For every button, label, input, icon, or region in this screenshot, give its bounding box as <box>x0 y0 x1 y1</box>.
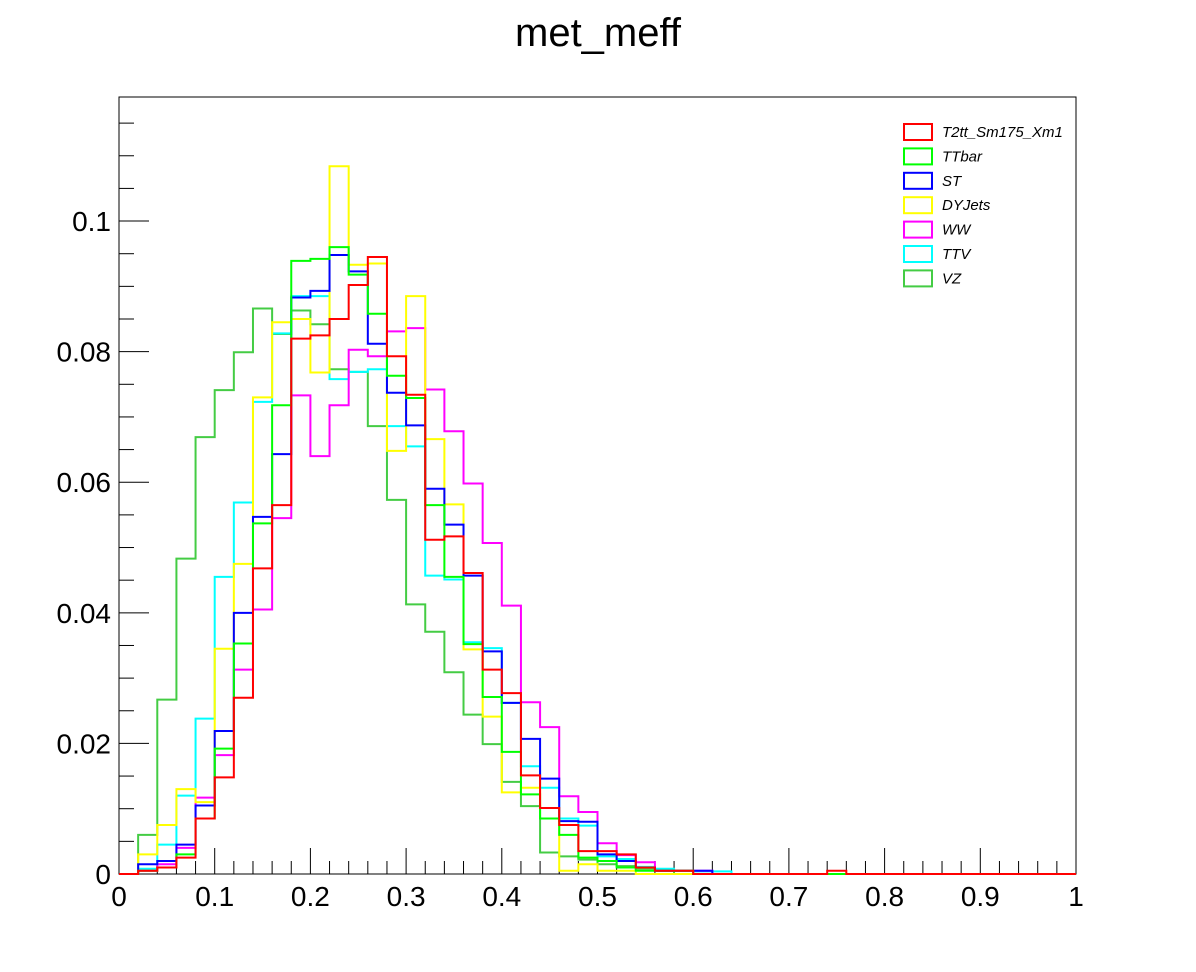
series-line <box>119 295 1076 875</box>
axes: 0 0.1 0.2 0.3 0.4 0.5 0.6 0.7 0.8 0.9 1 0 0.02 0.04 0.… <box>57 122 1084 912</box>
y-tick-label: 0.02 <box>57 728 112 759</box>
legend-swatch <box>903 269 933 288</box>
chart-title: met_meff <box>515 11 682 55</box>
legend-swatch <box>903 123 933 141</box>
x-tick-label: 0.5 <box>578 881 617 912</box>
series-layer <box>119 165 1076 875</box>
x-tick-label: 0.2 <box>291 881 330 912</box>
x-tick-label: 0.3 <box>387 881 426 912</box>
legend-swatch <box>903 245 933 263</box>
y-tick-label: 0.04 <box>57 598 112 629</box>
series-line <box>119 246 1076 875</box>
legend-label: ST <box>942 173 963 190</box>
series-line <box>119 255 1076 875</box>
legend-label: WW <box>942 222 972 239</box>
x-tick-label: 0.4 <box>482 881 521 912</box>
x-tick-label: 0.8 <box>865 881 904 912</box>
legend-swatch <box>903 196 933 215</box>
legend-label: TTbar <box>942 148 983 165</box>
x-tick-label: 1 <box>1068 881 1084 912</box>
y-tick-label: 0 <box>95 859 111 890</box>
legend-entry: DYJets <box>903 196 991 215</box>
x-tick-label: 0.1 <box>195 881 234 912</box>
y-tick-label: 0.08 <box>57 337 112 368</box>
series-line <box>119 254 1076 875</box>
legend-entry: T2tt_Sm175_Xm1 <box>903 123 1063 141</box>
legend-label: DYJets <box>942 197 991 214</box>
series-line <box>119 327 1076 875</box>
legend-entry: TTV <box>903 245 972 263</box>
legend-entry: TTbar <box>903 147 983 166</box>
x-tick-label: 0.9 <box>961 881 1000 912</box>
legend-swatch <box>903 147 933 166</box>
x-tick-label: 0.6 <box>674 881 713 912</box>
y-tick-label: 0.1 <box>72 206 111 237</box>
x-tick-label: 0 <box>111 881 127 912</box>
legend-entry: VZ <box>903 269 962 288</box>
legend-entry: WW <box>903 220 972 239</box>
legend-swatch <box>903 171 933 190</box>
series-line <box>119 307 1076 875</box>
legend-swatch <box>903 220 933 239</box>
legend-label: T2tt_Sm175_Xm1 <box>942 124 1063 141</box>
legend-entry: ST <box>903 171 963 190</box>
x-tick-label: 0.7 <box>769 881 808 912</box>
y-tick-label: 0.06 <box>57 467 112 498</box>
legend: T2tt_Sm175_Xm1 TTbar ST DYJets WW TTV VZ <box>903 123 1063 288</box>
legend-label: VZ <box>942 270 962 287</box>
legend-label: TTV <box>942 246 972 263</box>
